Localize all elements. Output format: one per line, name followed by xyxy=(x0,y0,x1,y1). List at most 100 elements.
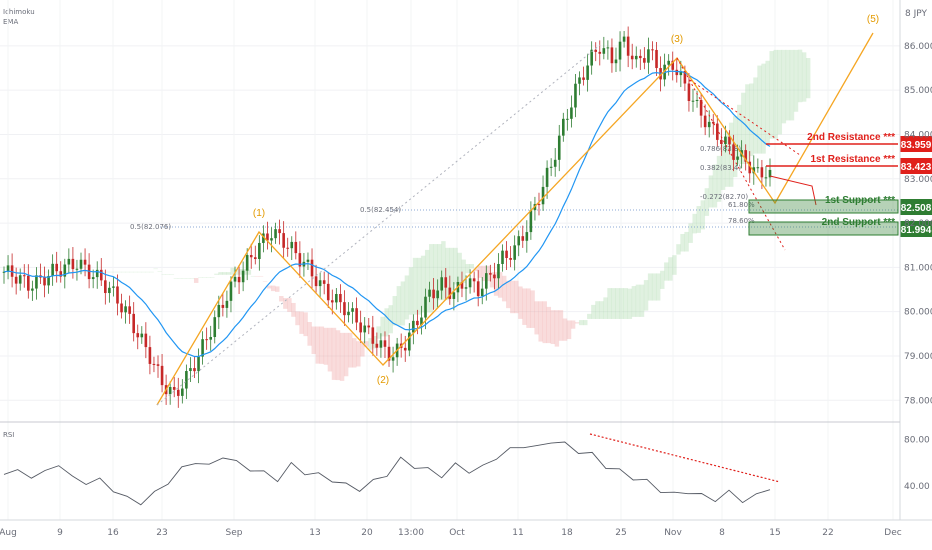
cloud-segment xyxy=(534,301,539,335)
cloud-segment xyxy=(88,271,94,273)
cloud-segment xyxy=(234,268,239,275)
candle-body xyxy=(432,289,435,299)
fib-label: 0.5(82.454) xyxy=(360,206,401,214)
candle-body xyxy=(764,177,768,179)
cloud-segment xyxy=(173,278,179,279)
time-tick-label: 9 xyxy=(57,528,63,538)
cloud-segment xyxy=(688,223,693,243)
cloud-segment xyxy=(518,286,523,319)
candle-body xyxy=(2,271,6,273)
cloud-segment xyxy=(453,247,458,285)
cloud-segment xyxy=(161,274,166,275)
candle-body xyxy=(104,280,107,294)
cloud-segment xyxy=(266,285,272,289)
cloud-segment xyxy=(429,244,434,313)
candle-body xyxy=(144,333,148,348)
candle-body xyxy=(557,135,561,160)
price-tag-value: 83.959 xyxy=(901,140,932,151)
grid-layer xyxy=(0,0,900,520)
candle-body xyxy=(75,268,79,270)
cloud-segment xyxy=(522,288,527,325)
cloud-segment xyxy=(226,272,231,275)
candle-body xyxy=(570,107,573,119)
cloud-segment xyxy=(404,275,410,320)
candle-body xyxy=(566,118,569,120)
ema-line xyxy=(3,70,771,358)
candle-body xyxy=(225,300,229,308)
cloud-segment xyxy=(157,271,162,272)
candle-body xyxy=(343,302,346,316)
candle-body xyxy=(391,357,395,361)
cloud-segment xyxy=(660,270,665,289)
time-tick-label: 13 xyxy=(309,528,320,538)
cloud-segment xyxy=(222,272,227,275)
candle-body xyxy=(407,332,411,351)
candle-body xyxy=(416,320,419,326)
candle-body xyxy=(363,325,367,333)
candle-body xyxy=(610,47,614,64)
candle-body xyxy=(326,283,330,301)
cloud-segment xyxy=(619,288,624,319)
cloud-segment xyxy=(129,271,134,273)
candle-body xyxy=(509,258,512,260)
cloud-segment xyxy=(765,60,770,144)
candle-body xyxy=(221,304,225,308)
candle-body xyxy=(148,347,152,364)
cloud-segment xyxy=(591,304,596,319)
cloud-segment xyxy=(611,288,616,319)
candle-body xyxy=(47,275,50,286)
cloud-segment xyxy=(716,155,722,202)
candle-body xyxy=(35,275,38,289)
cloud-segment xyxy=(202,277,207,278)
cloud-segment xyxy=(246,269,252,275)
candle-body xyxy=(294,241,298,254)
candle-body xyxy=(529,210,533,233)
cloud-segment xyxy=(737,104,742,165)
candle-body xyxy=(59,271,63,277)
candle-body xyxy=(31,288,34,291)
candle-body xyxy=(424,296,427,318)
cloud-segment xyxy=(185,278,191,279)
cloud-segment xyxy=(469,264,475,269)
price-tag xyxy=(900,158,932,174)
candle-body xyxy=(647,49,650,63)
candle-body xyxy=(752,167,756,174)
trend-line-lower xyxy=(689,79,801,156)
candle-body xyxy=(590,49,593,66)
candle-body xyxy=(460,281,464,289)
cloud-segment xyxy=(291,302,296,317)
candle-body xyxy=(318,280,322,287)
candle-body xyxy=(472,278,476,282)
wave-label: (2) xyxy=(377,375,389,386)
cloud-segment xyxy=(664,262,669,281)
cloud-segment xyxy=(643,280,649,311)
candle-body xyxy=(351,308,354,312)
candle-body xyxy=(468,278,472,288)
channel-line xyxy=(156,44,601,406)
candle-body xyxy=(420,317,423,326)
cloud-segment xyxy=(627,288,633,319)
candle-body xyxy=(197,356,200,372)
cloud-segment xyxy=(481,265,487,282)
cloud-segment xyxy=(210,277,215,278)
cloud-segment xyxy=(238,268,243,275)
cloud-segment xyxy=(554,310,560,347)
cloud-segment xyxy=(550,310,556,345)
candle-body xyxy=(711,121,715,124)
cloud-segment xyxy=(631,286,637,317)
cloud-segment xyxy=(319,326,325,364)
candle-body xyxy=(618,41,622,60)
cloud-segment xyxy=(732,116,738,178)
cloud-segment xyxy=(801,52,807,102)
candle-body xyxy=(513,245,516,260)
cloud-segment xyxy=(214,273,219,275)
candle-body xyxy=(87,264,91,280)
cloud-segment xyxy=(696,206,701,233)
cloud-segment xyxy=(538,301,543,342)
candle-body xyxy=(237,276,241,283)
cloud-segment xyxy=(789,49,795,121)
indicator-label-ichimoku: Ichimoku xyxy=(3,8,35,16)
rsi-pane: 80.00 40.00 xyxy=(3,433,930,506)
